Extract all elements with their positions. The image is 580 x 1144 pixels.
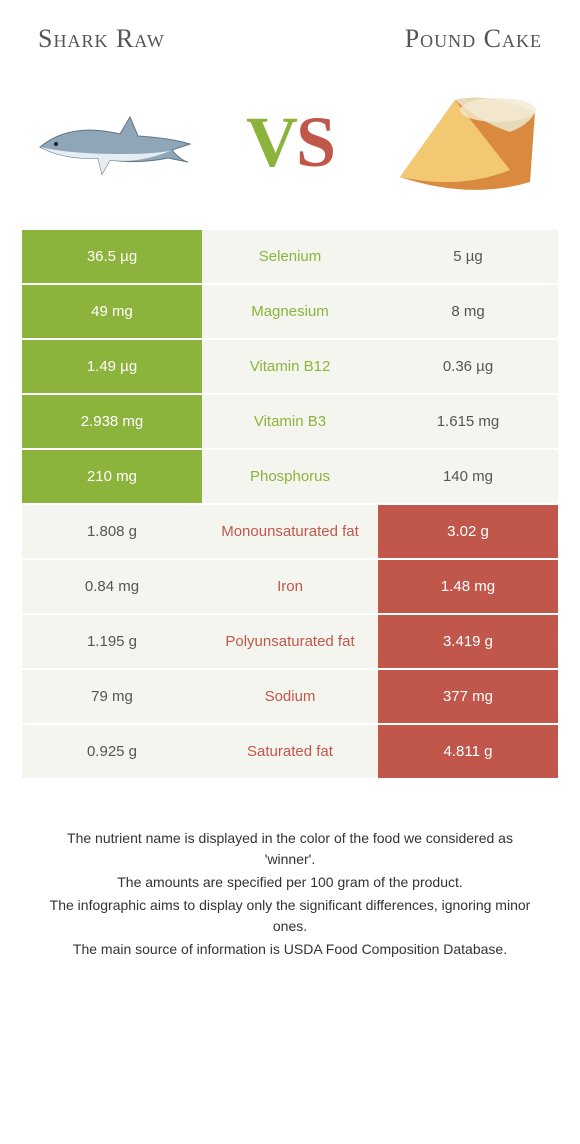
- table-row: 0.84 mgIron1.48 mg: [22, 560, 558, 615]
- table-row: 79 mgSodium377 mg: [22, 670, 558, 725]
- nutrient-name: Phosphorus: [202, 450, 378, 505]
- nutrient-name: Polyunsaturated fat: [202, 615, 378, 670]
- value-b: 140 mg: [378, 450, 558, 505]
- food-b-title: Pound Cake: [405, 24, 542, 54]
- value-b: 3.02 g: [378, 505, 558, 560]
- table-row: 1.808 gMonounsaturated fat3.02 g: [22, 505, 558, 560]
- table-row: 1.49 µgVitamin B120.36 µg: [22, 340, 558, 395]
- value-b: 5 µg: [378, 230, 558, 285]
- nutrient-table: 36.5 µgSelenium5 µg49 mgMagnesium8 mg1.4…: [22, 230, 558, 780]
- nutrient-name: Vitamin B12: [202, 340, 378, 395]
- value-b: 8 mg: [378, 285, 558, 340]
- value-a: 0.925 g: [22, 725, 202, 780]
- footnote-line: The main source of information is USDA F…: [44, 939, 536, 960]
- nutrient-name: Selenium: [202, 230, 378, 285]
- value-a: 49 mg: [22, 285, 202, 340]
- nutrient-name: Magnesium: [202, 285, 378, 340]
- shark-icon: [30, 82, 200, 202]
- table-row: 210 mgPhosphorus140 mg: [22, 450, 558, 505]
- table-row: 0.925 gSaturated fat4.811 g: [22, 725, 558, 780]
- value-a: 210 mg: [22, 450, 202, 505]
- value-b: 0.36 µg: [378, 340, 558, 395]
- value-b: 1.615 mg: [378, 395, 558, 450]
- value-a: 1.49 µg: [22, 340, 202, 395]
- nutrient-name: Sodium: [202, 670, 378, 725]
- table-row: 1.195 gPolyunsaturated fat3.419 g: [22, 615, 558, 670]
- value-a: 36.5 µg: [22, 230, 202, 285]
- value-a: 79 mg: [22, 670, 202, 725]
- footnote-line: The amounts are specified per 100 gram o…: [44, 872, 536, 893]
- nutrient-name: Saturated fat: [202, 725, 378, 780]
- table-row: 36.5 µgSelenium5 µg: [22, 230, 558, 285]
- hero-row: VS: [16, 72, 564, 230]
- value-b: 1.48 mg: [378, 560, 558, 615]
- value-b: 4.811 g: [378, 725, 558, 780]
- value-a: 1.808 g: [22, 505, 202, 560]
- footnote-line: The infographic aims to display only the…: [44, 895, 536, 937]
- vs-label: VS: [246, 106, 334, 178]
- value-b: 377 mg: [378, 670, 558, 725]
- nutrient-name: Iron: [202, 560, 378, 615]
- value-b: 3.419 g: [378, 615, 558, 670]
- table-row: 2.938 mgVitamin B31.615 mg: [22, 395, 558, 450]
- nutrient-name: Monounsaturated fat: [202, 505, 378, 560]
- footnote-line: The nutrient name is displayed in the co…: [44, 828, 536, 870]
- value-a: 1.195 g: [22, 615, 202, 670]
- title-row: Shark Raw Pound Cake: [16, 24, 564, 72]
- footnotes: The nutrient name is displayed in the co…: [16, 828, 564, 960]
- food-a-title: Shark Raw: [38, 24, 165, 54]
- value-a: 0.84 mg: [22, 560, 202, 615]
- nutrient-name: Vitamin B3: [202, 395, 378, 450]
- pound-cake-icon: [380, 82, 550, 202]
- table-row: 49 mgMagnesium8 mg: [22, 285, 558, 340]
- value-a: 2.938 mg: [22, 395, 202, 450]
